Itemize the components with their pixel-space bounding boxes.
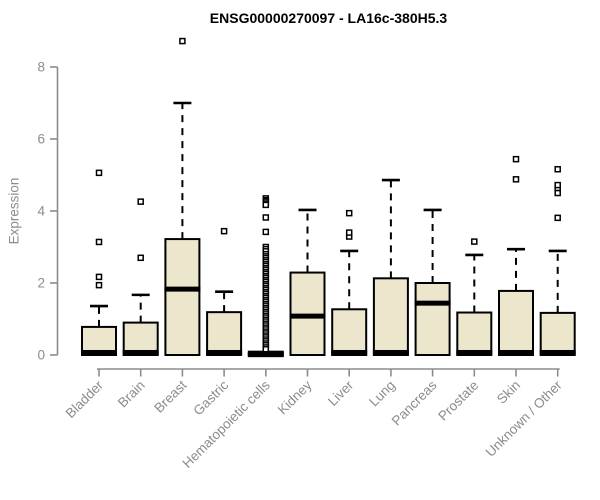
x-category-label: Bladder [63, 377, 107, 421]
median-unknown-other [539, 349, 576, 355]
chart-title: ENSG00000270097 - LA16c-380H5.3 [209, 10, 448, 26]
x-category-label: Breast [151, 377, 189, 415]
outlier-point [554, 214, 561, 222]
outlier-point [179, 37, 186, 45]
median-skin [498, 349, 534, 355]
outlier-point [220, 227, 228, 235]
outlier-point [95, 238, 103, 246]
x-category-label: Pancreas [389, 377, 440, 428]
outlier-point [471, 238, 478, 245]
outlier-point [512, 176, 520, 183]
y-tick-label: 2 [37, 276, 45, 291]
box-prostate [456, 311, 493, 356]
median-hematopoietic-cells [247, 350, 284, 358]
box-lung [372, 277, 409, 357]
outlier-point [512, 155, 520, 163]
outlier-point [262, 214, 270, 221]
outlier-point [554, 189, 561, 197]
median-lung [372, 349, 409, 355]
outlier-point [345, 209, 353, 217]
median-pancreas [414, 300, 451, 306]
median-brain [122, 349, 159, 355]
box-breast [164, 238, 201, 356]
box-brain [122, 321, 159, 357]
outlier-point [262, 201, 270, 209]
y-tick-label: 8 [37, 60, 45, 75]
x-category-label: Liver [325, 377, 357, 409]
outlier-point [137, 198, 144, 205]
outlier-point [137, 254, 144, 262]
box-pancreas [414, 282, 451, 356]
median-breast [164, 286, 201, 292]
outlier-point [554, 181, 561, 189]
x-category-label: Unknown / Other [483, 377, 566, 460]
median-kidney [289, 313, 326, 319]
x-category-label: Prostate [435, 378, 481, 424]
box-gastric [206, 311, 243, 357]
x-category-label: Lung [366, 378, 398, 410]
median-gastric [206, 349, 243, 355]
median-prostate [456, 349, 493, 355]
box-unknown-other [539, 311, 576, 357]
outlier-point [262, 228, 270, 236]
y-tick-label: 6 [37, 132, 45, 147]
y-tick-label: 0 [37, 348, 45, 363]
outlier-point [95, 169, 103, 177]
median-liver [331, 349, 368, 355]
box-liver [331, 308, 368, 356]
box-skin [498, 289, 534, 357]
x-category-label: Brain [115, 378, 148, 411]
outlier-point [95, 273, 103, 281]
x-category-label: Gastric [190, 377, 231, 418]
outlier-point [345, 229, 353, 236]
y-tick-label: 4 [37, 204, 45, 219]
x-category-label: Skin [494, 378, 523, 407]
median-bladder [81, 349, 117, 355]
x-category-label: Kidney [275, 377, 315, 417]
outlier-point [95, 281, 103, 289]
outlier-point [554, 165, 561, 173]
outlier-point [262, 345, 270, 353]
